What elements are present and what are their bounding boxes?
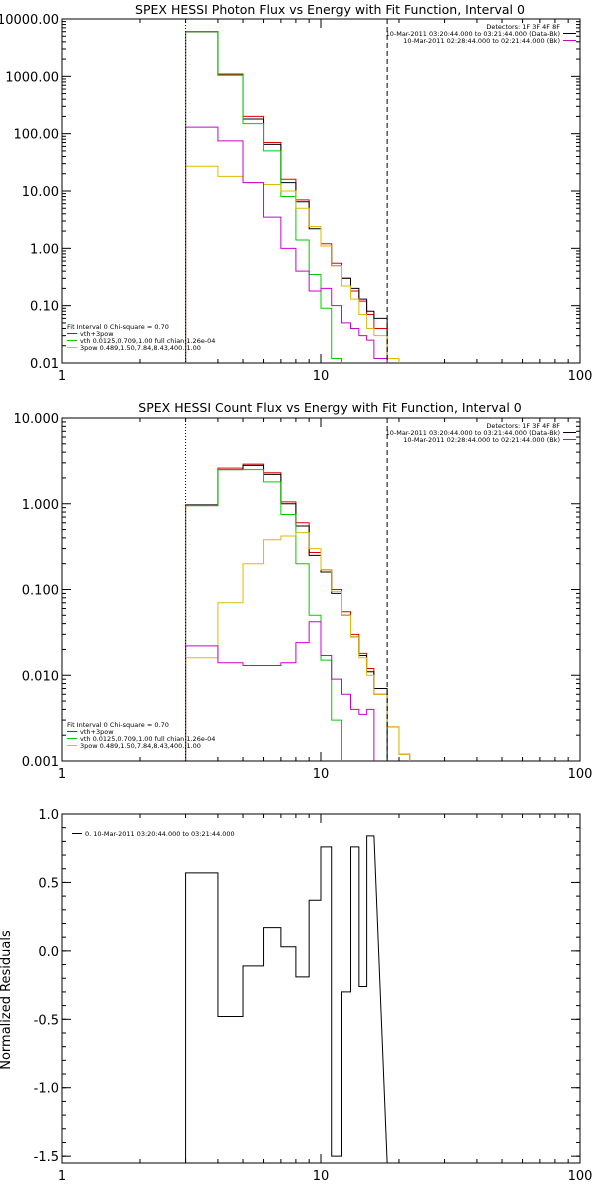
x-tick-label: 1 [58,369,66,384]
series-4-histogram [185,126,388,363]
count-flux-title: SPEX HESSI Count Flux vs Energy with Fit… [138,400,521,415]
y-tick-label: 10000.00 [0,13,59,28]
header-line: 10-Mar-2011 03:20:44.000 to 03:21:44.000… [386,30,560,38]
x-tick-label: 100 [568,1169,593,1184]
series-3-histogram [185,165,400,363]
x-tick-label: 10 [313,1169,330,1184]
series-1-histogram [185,31,388,363]
fit-legend-label: vth+3pow [80,330,114,338]
header-line: Detectors: 1F 3F 4F 8F [486,422,560,430]
series-0-histogram [185,463,411,761]
x-tick-label: 100 [568,767,593,782]
photon-flux-panel: SPEX HESSI Photon Flux vs Energy with Fi… [0,2,592,384]
y-tick-label: -1.0 [34,1082,59,1097]
y-tick-label: 1.000 [22,498,59,513]
y-tick-label: 0.0 [38,945,59,960]
series-4-histogram [185,621,375,761]
y-tick-label: 0.100 [22,584,59,599]
series-2-histogram [185,31,343,363]
y-tick-label: 1000.00 [5,70,59,85]
y-tick-label: 0.10 [30,300,59,315]
fit-legend-label: vth+3pow [80,728,114,736]
residuals-histogram [185,835,388,1164]
fit-legend-title: Fit Interval 0 Chi-square = 0.70 [67,721,169,729]
y-tick-label: 10.000 [14,412,60,427]
y-tick-label: 0.001 [22,755,59,770]
header-line: Detectors: 1F 3F 4F 8F [486,23,560,31]
y-tick-label: 1.00 [30,242,59,257]
y-tick-label: 0.5 [38,876,59,891]
fit-legend-label: vth 0.0125,0.709,1.00 full chian 1.26e-0… [80,337,215,345]
y-tick-label: -0.5 [34,1013,59,1028]
x-tick-label: 10 [313,767,330,782]
count-flux-panel: SPEX HESSI Count Flux vs Energy with Fit… [14,400,593,782]
fit-legend-title: Fit Interval 0 Chi-square = 0.70 [67,323,169,331]
residuals-panel: Normalized Residuals 1 10 100 1.0 0.5 0.0 -0.5… [0,808,592,1184]
y-tick-label: 1.0 [38,808,59,823]
plot-frame [61,18,581,364]
y-tick-label: 0.01 [30,357,59,372]
plot-frame [61,417,581,762]
x-tick-label: 100 [568,369,593,384]
x-tick-label: 1 [58,1169,66,1184]
header-line: 10-Mar-2011 02:28:44.000 to 02:21:44.000… [403,37,560,45]
header-line: 10-Mar-2011 03:20:44.000 to 03:21:44.000… [386,429,560,437]
fit-legend-label: 3pow 0.489,1.50,7.84,8.43,400.,1.00 [80,344,201,352]
series-3-histogram [185,532,411,761]
series-1-histogram [185,464,388,761]
fit-legend-label: vth 0.0125,0.709,1.00 full chian 1.26e-0… [80,735,215,743]
y-tick-label: 10.00 [22,185,59,200]
x-tick-label: 10 [313,369,330,384]
residuals-ylabel: Normalized Residuals [0,930,14,1070]
y-tick-label: 0.010 [22,669,59,684]
residuals-legend-label: 0. 10-Mar-2011 03:20:44.000 to 03:21:44.… [85,830,235,838]
photon-flux-title: SPEX HESSI Photon Flux vs Energy with Fi… [135,2,525,17]
header-line: 10-Mar-2011 02:28:44.000 to 02:21:44.000… [403,436,560,444]
series-0-histogram [185,31,400,363]
y-tick-label: -1.5 [34,1150,59,1165]
y-tick-label: 100.00 [14,128,60,143]
series-2-histogram [185,469,343,761]
fit-legend-label: 3pow 0.489,1.50,7.84,8.43,400.,1.00 [80,742,201,750]
x-tick-label: 1 [58,767,66,782]
